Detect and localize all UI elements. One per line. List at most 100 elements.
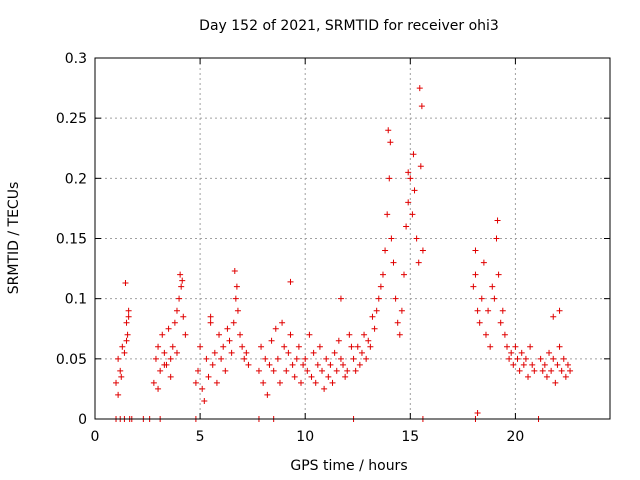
y-tick-label: 0.15 (56, 232, 87, 248)
data-point (314, 361, 321, 368)
data-point (344, 367, 351, 374)
data-point (293, 355, 300, 362)
data-point (266, 361, 273, 368)
data-point (387, 139, 394, 146)
data-point (392, 295, 399, 302)
data-point (510, 361, 517, 368)
data-point (119, 343, 126, 350)
data-point (342, 373, 349, 380)
data-point (159, 331, 166, 338)
data-point (470, 283, 477, 290)
data-point (124, 331, 131, 338)
data-point (558, 367, 565, 374)
y-tick-label: 0 (78, 412, 87, 428)
data-point (491, 295, 498, 302)
data-point (350, 355, 357, 362)
data-point (527, 343, 534, 350)
data-point (230, 319, 237, 326)
data-point (394, 319, 401, 326)
data-points (113, 85, 574, 422)
chart-title: Day 152 of 2021, SRMTID for receiver ohi… (199, 18, 499, 34)
data-point (178, 283, 185, 290)
data-point (419, 247, 426, 254)
data-point (495, 271, 502, 278)
data-point (531, 367, 538, 374)
data-point (487, 343, 494, 350)
data-point (385, 127, 392, 134)
data-point (113, 379, 120, 386)
data-point (122, 280, 129, 287)
data-point (216, 331, 223, 338)
data-point (388, 235, 395, 242)
data-point (410, 151, 417, 158)
data-point (192, 379, 199, 386)
data-point (358, 349, 365, 356)
data-point (222, 367, 229, 374)
data-point (176, 295, 183, 302)
data-point (243, 349, 250, 356)
data-point (396, 331, 403, 338)
data-point (245, 361, 252, 368)
data-point (329, 379, 336, 386)
data-point (543, 373, 550, 380)
data-point (258, 343, 265, 350)
x-tick-label: 15 (401, 429, 419, 445)
data-point (340, 361, 347, 368)
data-point (306, 331, 313, 338)
x-tick-label: 5 (196, 429, 205, 445)
data-point (319, 367, 326, 374)
data-point (478, 295, 485, 302)
data-point (234, 307, 241, 314)
data-point (213, 379, 220, 386)
data-point (518, 349, 525, 356)
data-point (302, 355, 309, 362)
data-point (333, 367, 340, 374)
data-point (321, 385, 328, 392)
data-point (260, 379, 267, 386)
data-point (291, 373, 298, 380)
data-point (179, 277, 186, 284)
data-point (209, 361, 216, 368)
x-tick-label: 20 (506, 429, 524, 445)
data-point (232, 295, 239, 302)
data-point (348, 343, 355, 350)
y-tick-label: 0.3 (65, 51, 87, 67)
data-point (337, 355, 344, 362)
data-point (155, 385, 162, 392)
data-point (485, 307, 492, 314)
data-point (167, 373, 174, 380)
x-tick-label: 0 (91, 429, 100, 445)
data-point (118, 373, 125, 380)
data-point (416, 85, 423, 92)
data-point (224, 325, 231, 332)
data-point (207, 319, 214, 326)
data-point (367, 343, 374, 350)
data-point (472, 271, 479, 278)
data-point (171, 319, 178, 326)
data-point (529, 361, 536, 368)
data-point (546, 349, 553, 356)
data-point (390, 259, 397, 266)
data-point (560, 355, 567, 362)
data-point (123, 337, 130, 344)
data-point (169, 343, 176, 350)
data-point (354, 343, 361, 350)
data-point (504, 343, 510, 350)
data-point (287, 331, 294, 338)
data-point (268, 337, 275, 344)
data-point (180, 313, 187, 320)
data-point (556, 343, 563, 350)
data-point (211, 349, 218, 356)
data-point (489, 283, 496, 290)
data-point (125, 313, 132, 320)
data-point (312, 379, 319, 386)
data-point (562, 373, 569, 380)
data-point (418, 103, 425, 110)
data-point (205, 373, 212, 380)
data-point (220, 343, 227, 350)
data-point (369, 313, 376, 320)
data-point (167, 355, 174, 362)
data-point (287, 278, 294, 285)
y-tick-label: 0.05 (56, 352, 87, 368)
